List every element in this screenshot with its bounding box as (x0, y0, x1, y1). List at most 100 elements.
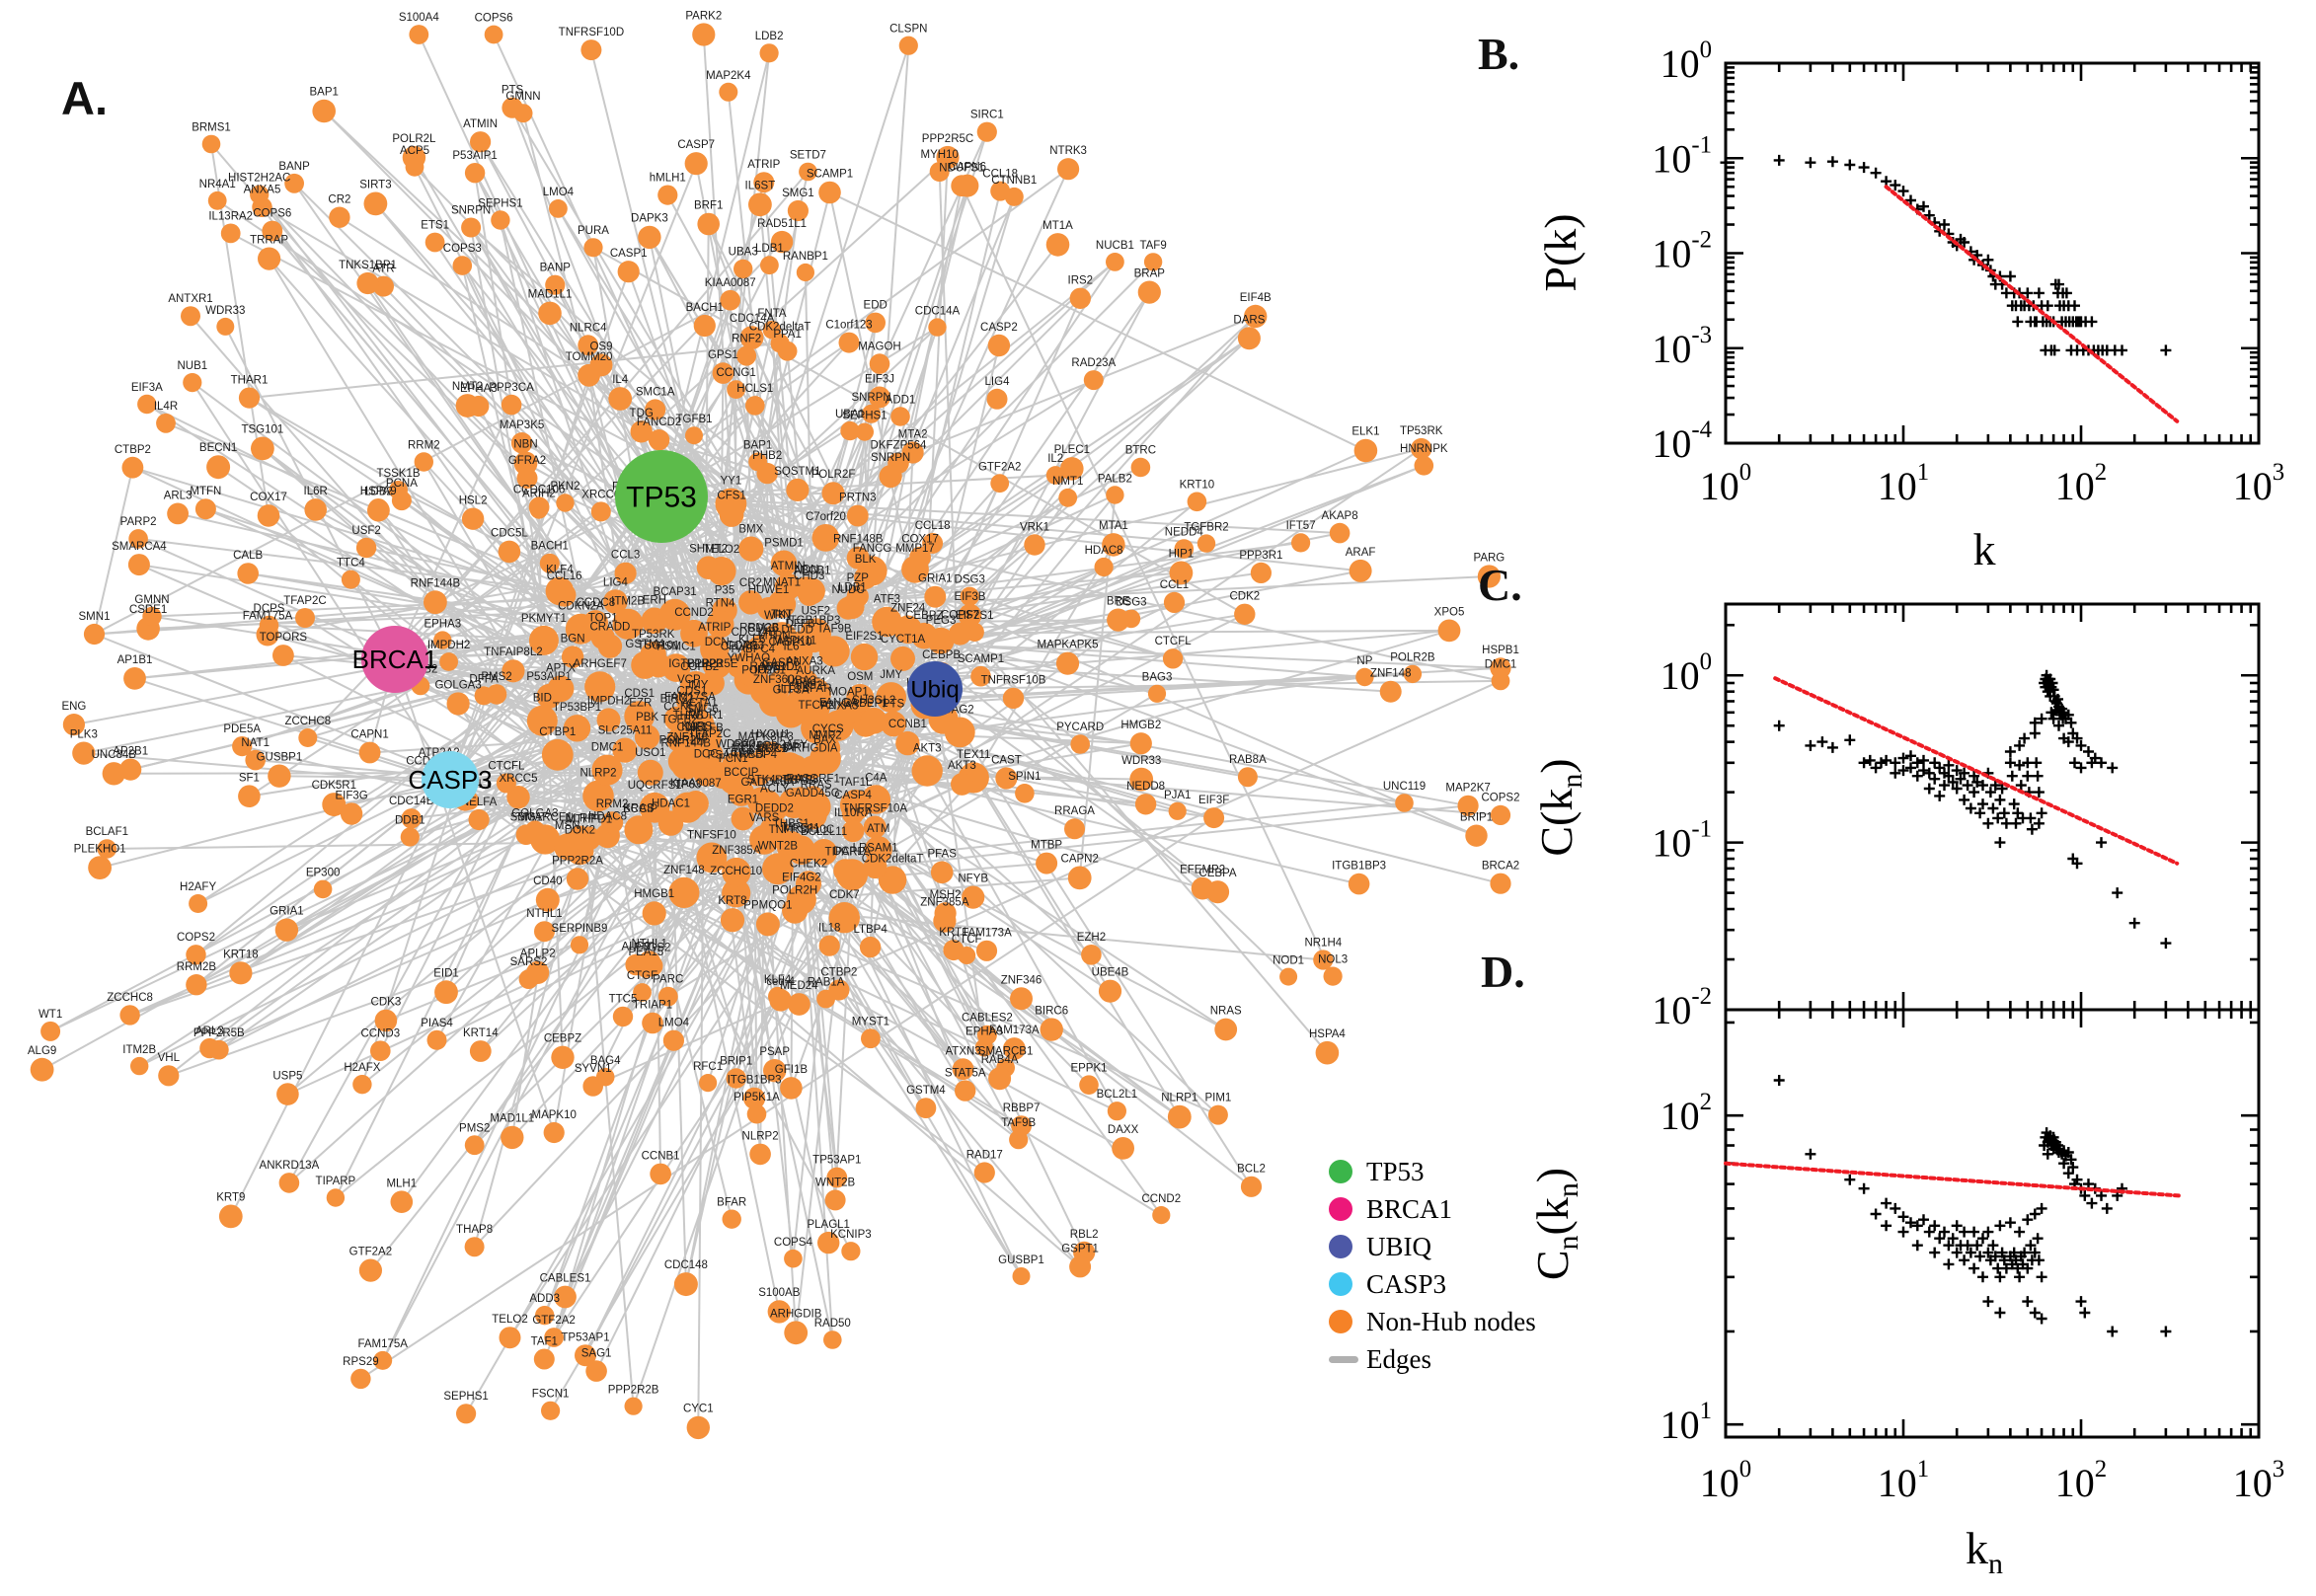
network-node (465, 163, 485, 183)
network-node-label: CAPN2 (1061, 854, 1099, 866)
network-node-label: PKMYT1 (521, 613, 567, 625)
network-node (608, 387, 632, 411)
network-node (502, 395, 522, 416)
network-node-label: COPS4 (774, 1237, 813, 1249)
network-node-label: PLEC1 (1054, 444, 1090, 456)
network-node (685, 426, 703, 444)
network-node-label: NLRP1 (1161, 1093, 1197, 1104)
network-node-label: CASP4 (834, 790, 872, 801)
network-node-label: PPP2R2A (552, 855, 603, 867)
network-node-label: PPP2R2B (608, 1385, 659, 1397)
network-node (899, 37, 918, 55)
network-node-label: BACH1 (531, 541, 569, 553)
network-node-label: JMY (880, 669, 902, 681)
network-node-label: ZCCHC8 (284, 716, 331, 727)
network-node-label: BECN1 (199, 442, 237, 454)
network-node-label: SNRPN (871, 452, 910, 464)
network-node (818, 182, 841, 204)
panel-c-label: C. (1478, 559, 1522, 611)
network-node-label: C1orf123 (825, 320, 872, 332)
network-node-label: RAD17 (966, 1149, 1003, 1161)
network-node (1056, 652, 1079, 675)
network-node-label: IL18 (818, 923, 840, 935)
network-node-label: SNRPN (451, 205, 491, 217)
network-node-label: ANKRD13A (260, 1160, 320, 1172)
network-node-label: ALG9 (28, 1045, 56, 1057)
network-node (295, 608, 315, 628)
network-node-label: PRTN3 (839, 493, 877, 504)
network-node-label: GRIA1 (270, 906, 304, 918)
network-node-label: TNFSF10 (687, 830, 736, 842)
network-node-label: ARL3 (195, 1026, 224, 1037)
network-node-label: VCP (677, 674, 701, 686)
network-node (760, 43, 779, 62)
network-node (1138, 281, 1161, 304)
network-node-label: HMGB2 (1120, 720, 1161, 731)
network-node-label: ITGB1BP3 (1332, 861, 1386, 873)
network-node-label: POLR2B (1390, 652, 1435, 664)
network-node (1084, 370, 1104, 390)
network-node (529, 496, 550, 517)
network-node-label: NLRP2 (579, 768, 616, 780)
network-node (342, 570, 360, 589)
legend-item-edges: Edges (1329, 1340, 1536, 1378)
network-node (367, 499, 390, 522)
network-node (298, 728, 317, 747)
network-node-label: FAM173A (989, 1025, 1040, 1036)
network-node (956, 175, 978, 197)
network-node (84, 624, 105, 645)
network-node-label: YY1 (721, 476, 742, 488)
network-node-label: ABCB1 (794, 566, 831, 577)
network-node-label: RPS29 (343, 1356, 378, 1368)
network-node (221, 224, 241, 244)
network-node-label: DEDD2 (755, 803, 794, 815)
network-node (1108, 1102, 1126, 1120)
network-node-label: CABLES2 (962, 1013, 1013, 1025)
network-node-label: CASP1 (610, 248, 648, 260)
network-node-label: RTN4 (706, 597, 735, 609)
network-node-label: ZNF148 (663, 865, 705, 876)
network-node (534, 1349, 555, 1370)
network-node (370, 1040, 391, 1061)
network-node-label: LMO4 (543, 187, 575, 198)
network-edge (962, 186, 1333, 976)
network-node-label: ZNF385A (712, 845, 761, 857)
network-node (1070, 288, 1091, 309)
network-node-label: SQSTM1 (774, 466, 820, 478)
network-node-label: HCLS1 (736, 383, 773, 395)
network-node (391, 1190, 414, 1213)
network-node-label: POLR2H (772, 885, 817, 897)
network-node-label: UNC84B (92, 749, 137, 761)
network-node-label: CSDE1 (129, 604, 167, 616)
scatter-points (1774, 1075, 2172, 1337)
network-node (756, 912, 780, 936)
network-node-label: CTBP1 (539, 726, 576, 738)
network-node (685, 152, 708, 175)
network-node-label: NLRP2 (742, 1131, 779, 1143)
network-node-label: BFAR (717, 1197, 746, 1209)
network-node (189, 894, 207, 913)
network-node (119, 1005, 139, 1025)
network-node-label: FSCN1 (532, 1389, 570, 1401)
network-node (364, 192, 388, 216)
network-node (279, 1173, 300, 1193)
network-node (870, 353, 890, 374)
network-node-label: ITGB1BP3 (728, 1075, 782, 1087)
network-node (359, 1259, 382, 1282)
network-node-label: H2AFY (771, 739, 808, 751)
network-node-label: THBS1 (773, 818, 810, 830)
network-node-label: NBN (513, 439, 537, 451)
network-node-label: IL10RA (834, 807, 873, 819)
network-node-label: COPS7 (941, 610, 979, 622)
network-node-label: EGR1 (728, 795, 758, 806)
y-tick-label: 10-2 (1652, 983, 1712, 1032)
network-node (468, 396, 489, 417)
network-node-label: EZR (629, 698, 652, 710)
network-node-label: PFAS (927, 849, 957, 861)
network-node (578, 364, 600, 387)
legend-label: Edges (1366, 1344, 1431, 1375)
network-node (819, 936, 840, 956)
network-node (401, 827, 420, 846)
network-node-label: PALB2 (1098, 473, 1132, 485)
network-node (1395, 794, 1414, 812)
